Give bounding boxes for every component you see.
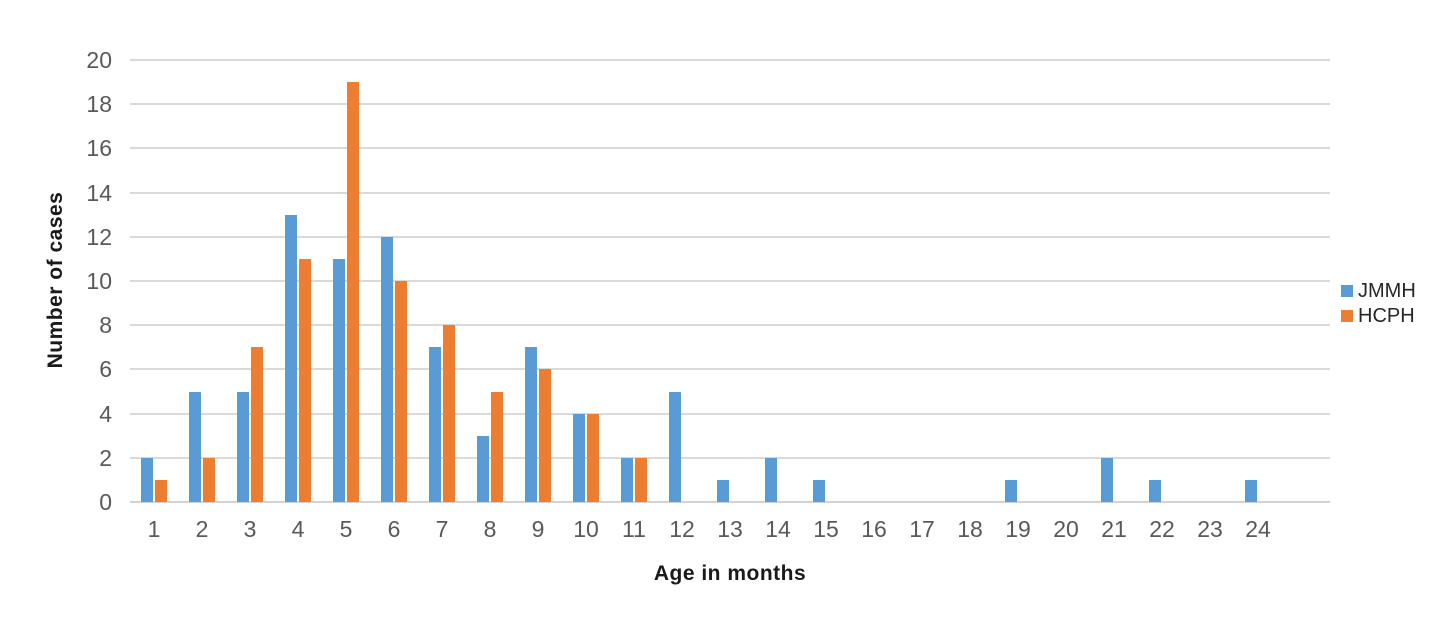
- bar-jmmh-month-3: [237, 391, 249, 502]
- x-tick-label-17: 17: [909, 516, 935, 542]
- bar-jmmh-month-11: [621, 457, 633, 502]
- legend-label-hcph: HCPH: [1358, 305, 1415, 327]
- x-tick-label-19: 19: [1005, 516, 1031, 542]
- bar-hcph-month-9: [539, 369, 551, 502]
- x-tick-label-9: 9: [531, 516, 545, 542]
- bar-jmmh-month-21: [1101, 457, 1113, 502]
- bar-hcph-month-10: [587, 413, 599, 502]
- bar-jmmh-month-7: [429, 347, 441, 502]
- gridline-y8: [130, 324, 1330, 327]
- x-tick-label-21: 21: [1101, 516, 1127, 542]
- x-tick-label-3: 3: [243, 516, 257, 542]
- bar-hcph-month-11: [635, 457, 647, 502]
- gridline-y2: [130, 456, 1330, 459]
- x-tick-label-22: 22: [1149, 516, 1175, 542]
- x-tick-label-20: 20: [1053, 516, 1079, 542]
- bar-jmmh-month-9: [525, 347, 537, 502]
- x-tick-label-14: 14: [765, 516, 791, 542]
- legend-swatch-jmmh: [1341, 285, 1353, 297]
- bar-jmmh-month-1: [141, 457, 153, 502]
- bar-jmmh-month-14: [765, 457, 777, 502]
- x-tick-label-10: 10: [573, 516, 599, 542]
- x-tick-label-23: 23: [1197, 516, 1223, 542]
- bar-jmmh-month-6: [381, 236, 393, 502]
- bar-hcph-month-1: [155, 479, 167, 502]
- x-tick-label-18: 18: [957, 516, 983, 542]
- bar-jmmh-month-2: [189, 391, 201, 502]
- legend-item-jmmh: JMMH: [1341, 280, 1416, 302]
- bar-hcph-month-5: [347, 82, 359, 502]
- y-tick-label-6: 6: [99, 356, 112, 383]
- y-tick-label-0: 0: [99, 489, 112, 515]
- gridline-y18: [130, 103, 1330, 106]
- bar-jmmh-month-24: [1245, 479, 1257, 502]
- legend-label-jmmh: JMMH: [1358, 280, 1416, 302]
- gridline-y10: [130, 280, 1330, 282]
- y-tick-label-4: 4: [99, 400, 112, 427]
- y-tick-label-8: 8: [99, 312, 112, 339]
- x-tick-label-6: 6: [387, 516, 401, 542]
- legend-item-hcph: HCPH: [1341, 305, 1416, 327]
- bar-jmmh-month-22: [1149, 479, 1161, 502]
- bar-jmmh-month-4: [285, 214, 297, 502]
- y-tick-label-12: 12: [86, 223, 112, 250]
- x-tick-label-15: 15: [813, 516, 839, 542]
- x-axis-title: Age in months: [653, 562, 807, 585]
- x-tick-label-8: 8: [483, 516, 497, 542]
- y-tick-label-16: 16: [86, 135, 112, 162]
- gridline-y12: [130, 235, 1330, 238]
- bar-hcph-month-2: [203, 457, 215, 502]
- x-tick-label-2: 2: [195, 516, 209, 542]
- gridline-y6: [130, 368, 1330, 371]
- bar-hcph-month-6: [395, 281, 407, 502]
- bar-jmmh-month-5: [333, 258, 345, 502]
- y-tick-label-18: 18: [86, 91, 112, 118]
- x-tick-label-13: 13: [717, 516, 743, 542]
- x-tick-label-11: 11: [622, 516, 646, 542]
- y-tick-label-14: 14: [86, 179, 112, 206]
- x-tick-label-5: 5: [339, 516, 353, 542]
- legend-swatch-hcph: [1341, 310, 1353, 322]
- x-tick-label-12: 12: [669, 516, 695, 542]
- bar-hcph-month-8: [491, 391, 503, 502]
- bar-hcph-month-4: [299, 258, 311, 502]
- x-tick-label-16: 16: [861, 516, 887, 542]
- gridline-y16: [130, 147, 1330, 150]
- bar-jmmh-month-19: [1005, 479, 1017, 502]
- y-tick-label-2: 2: [99, 444, 112, 471]
- bar-jmmh-month-8: [477, 435, 489, 502]
- y-tick-label-20: 20: [86, 47, 112, 73]
- bar-jmmh-month-15: [813, 479, 825, 502]
- bar-hcph-month-3: [251, 347, 263, 502]
- bar-jmmh-month-13: [717, 479, 729, 502]
- y-tick-label-10: 10: [86, 268, 112, 294]
- legend: JMMH HCPH: [1341, 280, 1416, 330]
- x-tick-label-24: 24: [1245, 516, 1271, 542]
- gridline-y20: [130, 59, 1330, 61]
- x-tick-label-1: 1: [147, 516, 161, 542]
- bar-jmmh-month-10: [573, 413, 585, 502]
- gridline-y4: [130, 412, 1330, 415]
- gridline-y14: [130, 191, 1330, 194]
- x-tick-label-4: 4: [291, 516, 305, 542]
- x-axis-line: [130, 501, 1330, 503]
- bar-jmmh-month-12: [669, 391, 681, 502]
- bar-hcph-month-7: [443, 325, 455, 502]
- x-tick-label-7: 7: [435, 516, 449, 542]
